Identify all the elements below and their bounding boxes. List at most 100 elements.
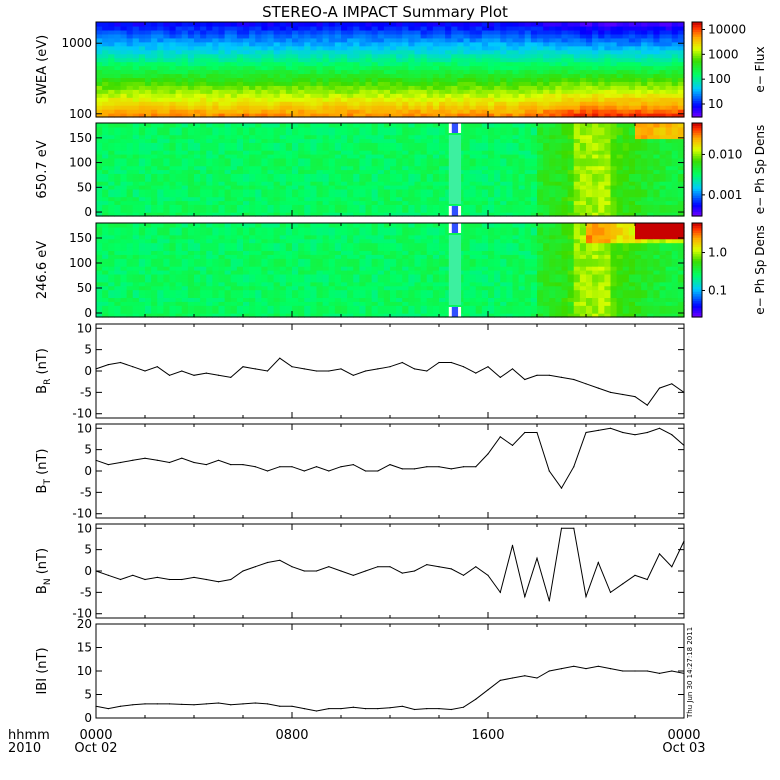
heatmap-cell — [573, 49, 581, 55]
heatmap-cell — [579, 65, 587, 71]
heatmap-cell — [414, 204, 422, 209]
heatmap-cell — [292, 138, 299, 143]
heatmap-cell — [120, 85, 128, 90]
heatmap-cell — [243, 65, 250, 71]
heatmap-cell — [665, 161, 673, 167]
heatmap-cell — [383, 53, 391, 59]
heatmap-cell — [365, 134, 373, 140]
heatmap-cell — [383, 161, 391, 167]
heatmap-cell — [267, 192, 275, 198]
heatmap-cell — [261, 123, 269, 128]
heatmap-cell — [604, 134, 612, 140]
heatmap-cell — [451, 77, 458, 82]
heatmap-cell — [488, 169, 495, 174]
heatmap-cell — [671, 101, 679, 106]
heatmap-cell — [635, 196, 642, 202]
heatmap-cell — [475, 22, 483, 27]
heatmap-cell — [163, 196, 171, 202]
heatmap-cell — [506, 61, 514, 67]
heatmap-cell — [432, 93, 440, 98]
heatmap-cell — [592, 130, 599, 136]
heatmap-cell — [108, 161, 115, 167]
heatmap-cell — [353, 204, 360, 209]
heatmap-cell — [126, 37, 134, 43]
heatmap-cell — [365, 138, 373, 143]
heatmap-cell — [249, 181, 256, 186]
heatmap-cell — [273, 204, 281, 209]
heatmap-cell — [408, 53, 416, 59]
heatmap-cell — [292, 126, 299, 132]
heatmap-cell — [641, 146, 648, 151]
heatmap-cell — [310, 25, 318, 31]
y-tick-label: 100 — [69, 107, 92, 121]
heatmap-cell — [334, 192, 342, 198]
heatmap-cell — [108, 242, 115, 248]
heatmap-cell — [647, 45, 654, 51]
heatmap-cell — [157, 192, 164, 198]
heatmap-cell — [273, 150, 281, 155]
heatmap-cell — [457, 45, 465, 51]
heatmap-cell — [420, 113, 428, 118]
heatmap-cell — [145, 29, 152, 35]
heatmap-cell — [194, 169, 201, 174]
heatmap-cell — [390, 41, 397, 47]
heatmap-cell — [175, 22, 183, 27]
heatmap-cell — [273, 173, 281, 178]
heatmap-cell — [145, 73, 152, 79]
heatmap-cell — [635, 169, 642, 174]
heatmap-cell — [616, 65, 624, 71]
heatmap-cell — [567, 25, 575, 31]
heatmap-cell — [439, 61, 446, 67]
heatmap-cell — [439, 57, 446, 63]
heatmap-cell — [365, 192, 373, 198]
heatmap-cell — [573, 204, 581, 209]
heatmap-cell — [573, 22, 581, 27]
heatmap-cell — [549, 169, 556, 174]
heatmap-cell — [543, 181, 550, 186]
heatmap-cell — [102, 134, 109, 140]
colorbar-segment — [692, 112, 702, 116]
heatmap-cell — [200, 29, 207, 35]
heatmap-cell — [108, 301, 115, 306]
heatmap-cell — [206, 22, 213, 27]
heatmap-cell — [598, 57, 605, 63]
heatmap-cell — [390, 113, 397, 118]
heatmap-cell — [665, 208, 673, 213]
heatmap-cell — [402, 29, 409, 35]
heatmap-cell — [579, 81, 587, 86]
heatmap-cell — [108, 25, 115, 31]
heatmap-cell — [488, 126, 495, 132]
heatmap-cell — [194, 146, 201, 151]
heatmap-cell — [108, 81, 115, 86]
heatmap-cell — [132, 177, 140, 182]
heatmap-cell — [138, 270, 146, 275]
heatmap-cell — [396, 53, 403, 59]
heatmap-cell — [359, 57, 367, 63]
heatmap-cell — [96, 77, 103, 82]
heatmap-cell — [567, 181, 575, 186]
heatmap-cell — [671, 185, 679, 190]
heatmap-cell — [212, 61, 220, 67]
heatmap-cell — [414, 188, 422, 194]
heatmap-cell — [469, 57, 477, 63]
heatmap-cell — [659, 177, 667, 182]
heatmap-cell — [298, 93, 305, 98]
heatmap-cell — [567, 212, 575, 217]
heatmap-cell — [126, 313, 134, 318]
heatmap-cell — [439, 85, 446, 90]
heatmap-cell — [187, 196, 195, 202]
heatmap-cell — [451, 33, 458, 39]
heatmap-cell — [194, 33, 201, 39]
heatmap-cell — [628, 126, 636, 132]
heatmap-cell — [604, 93, 612, 98]
heatmap-cell — [586, 81, 593, 86]
heatmap-cell — [530, 126, 538, 132]
heatmap-cell — [108, 49, 115, 55]
colorbar-segment — [692, 60, 702, 63]
heatmap-cell — [512, 196, 520, 202]
heatmap-cell — [353, 165, 360, 171]
heatmap-cell — [573, 29, 581, 35]
heatmap-cell — [102, 73, 109, 79]
heatmap-cell — [96, 238, 103, 244]
heatmap-cell — [347, 73, 354, 79]
